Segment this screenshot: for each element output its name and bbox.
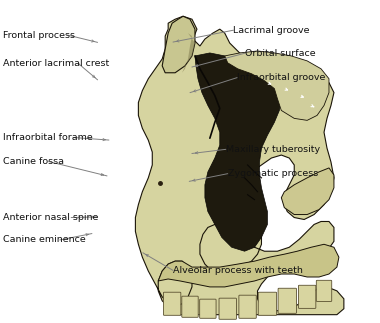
FancyBboxPatch shape bbox=[219, 298, 236, 319]
Text: Frontal process: Frontal process bbox=[3, 30, 75, 39]
Text: Anterior nasal spine: Anterior nasal spine bbox=[3, 213, 99, 222]
Text: Lacrimal groove: Lacrimal groove bbox=[233, 26, 310, 35]
Text: Alveolar process with teeth: Alveolar process with teeth bbox=[173, 266, 303, 275]
Text: Anterior lacrimal crest: Anterior lacrimal crest bbox=[3, 59, 109, 68]
Text: Orbital surface: Orbital surface bbox=[245, 49, 315, 58]
FancyBboxPatch shape bbox=[316, 280, 332, 301]
Text: Canine fossa: Canine fossa bbox=[3, 157, 64, 166]
Text: Maxillary tuberosity: Maxillary tuberosity bbox=[226, 145, 320, 154]
FancyBboxPatch shape bbox=[200, 299, 216, 318]
FancyBboxPatch shape bbox=[163, 292, 181, 315]
Text: Infraorbital forame: Infraorbital forame bbox=[3, 133, 93, 142]
FancyBboxPatch shape bbox=[182, 296, 198, 317]
FancyBboxPatch shape bbox=[298, 285, 316, 308]
Polygon shape bbox=[182, 33, 195, 73]
Polygon shape bbox=[281, 168, 334, 214]
FancyBboxPatch shape bbox=[278, 288, 296, 313]
FancyBboxPatch shape bbox=[258, 292, 277, 315]
Polygon shape bbox=[162, 16, 195, 73]
FancyBboxPatch shape bbox=[239, 295, 256, 318]
Polygon shape bbox=[158, 244, 339, 287]
Text: Infraorbital groove: Infraorbital groove bbox=[237, 73, 326, 82]
Polygon shape bbox=[225, 51, 329, 120]
Polygon shape bbox=[195, 53, 281, 251]
Text: Canine eminence: Canine eminence bbox=[3, 235, 86, 245]
Polygon shape bbox=[135, 16, 344, 315]
Text: Zygomatic process: Zygomatic process bbox=[228, 169, 318, 178]
